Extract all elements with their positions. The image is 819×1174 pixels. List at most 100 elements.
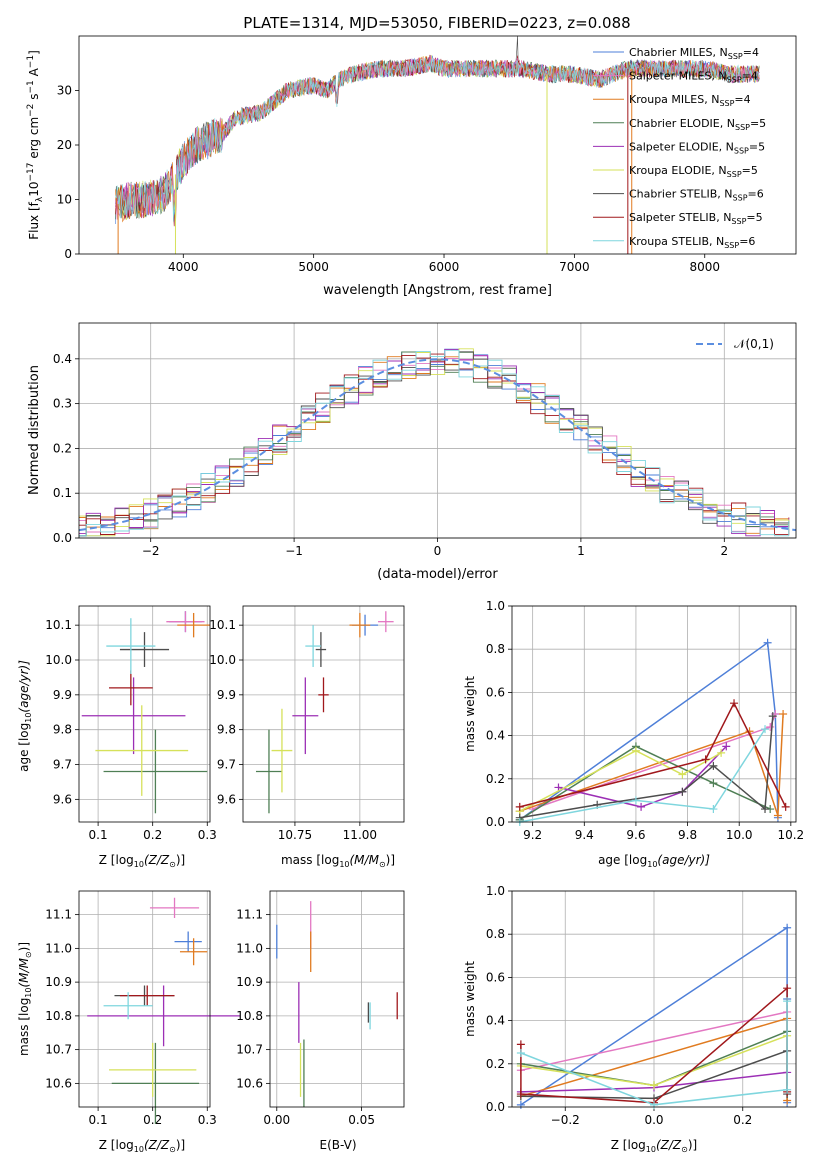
age_vs_Z-x-tick-label: 0.1 <box>89 828 108 842</box>
legend-label-text: Chabrier ELODIE, N <box>629 117 735 130</box>
mass-vs-z-x-label-part: Z [log <box>99 1138 134 1152</box>
age-vs-mass-x-label-part: 10 <box>339 860 349 869</box>
weight_vs_age-frame <box>511 605 797 823</box>
weight_vs_Z-marker <box>783 997 792 1006</box>
age_vs_mass-y-tick-label: 9.9 <box>217 688 236 702</box>
legend-label-n: =5 <box>746 211 762 224</box>
age_vs_mass-y-tick-label: 10.1 <box>209 618 236 632</box>
spectrum-legend-label: Chabrier MILES, NSSP=4 <box>629 46 759 61</box>
weight-vs-z-x-label-part: )] <box>688 1138 697 1152</box>
legend-label-text: Salpeter ELODIE, N <box>629 140 734 153</box>
mass-vs-ebv-x-label: E(B-V) <box>319 1138 356 1152</box>
spectrum-y-tick-label: 20 <box>57 138 72 152</box>
spectrum-x-tick-label: 4000 <box>168 260 199 274</box>
weight_vs_Z-frame <box>511 890 797 1108</box>
age_vs_Z-x-tick-label: 0.2 <box>143 828 162 842</box>
weight_vs_Z-marker <box>516 1090 525 1099</box>
age-vs-mass-x-label: mass [log10(M/M⊙)] <box>281 853 395 869</box>
spectrum-y-label: Flux [fλ10−17 erg cm−2 s−1 A−1] <box>26 50 45 240</box>
mass_vs_Z-y-tick-label: 10.9 <box>45 975 72 989</box>
spectrum-legend-label: Kroupa STELIB, NSSP=6 <box>629 235 755 250</box>
legend-label-n: =6 <box>748 188 764 201</box>
spectrum-y-label-part: −1 <box>26 80 36 93</box>
weight_vs_Z-y-tick-label: 1.0 <box>486 884 505 898</box>
age-vs-mass-x-label-part: mass [log <box>281 853 339 867</box>
weight_vs_age-y-tick-label: 0.2 <box>486 772 505 786</box>
weight-vs-z-y-label: mass weight <box>463 961 477 1037</box>
weight_vs_Z-y-tick-label: 0.8 <box>486 927 505 941</box>
residuals-y-tick-label: 0.0 <box>53 531 72 545</box>
spectrum-y-label-part: erg cm <box>27 117 41 163</box>
age-vs-z-x-label-part: ⊙ <box>169 860 176 869</box>
age_vs_Z-y-tick-label: 10.1 <box>45 618 72 632</box>
mass_vs_Z-y-tick-label: 10.8 <box>45 1009 72 1023</box>
age-vs-z-x-label: Z [log10(Z/Z⊙)] <box>99 853 185 869</box>
mass-vs-z-y-label-part: 10 <box>24 987 33 997</box>
mass_vs_EBV-y-tick-label: 10.6 <box>236 1076 263 1090</box>
weight_vs_age-series-line <box>519 713 784 816</box>
weight_vs_Z-series-line <box>520 1001 788 1106</box>
weight-vs-age-x-label-part: age [log <box>598 853 647 867</box>
legend-label-text: Kroupa MILES, N <box>629 93 719 106</box>
residuals-y-tick-label: 0.3 <box>53 397 72 411</box>
weight_vs_age-marker <box>631 796 640 805</box>
mass-vs-z-y-label-part: ⊙ <box>24 951 33 958</box>
mass_vs_Z-y-tick-label: 11.0 <box>45 941 72 955</box>
legend-label-n: =4 <box>743 46 759 59</box>
residual-histogram-series <box>79 351 790 534</box>
legend-label-text: Salpeter MILES, N <box>629 70 727 83</box>
mass_vs_EBV-x-tick-label: 0.00 <box>263 1113 290 1127</box>
age-vs-mass-x-label-part: ⊙ <box>379 860 386 869</box>
spectrum-y-tick-label: 30 <box>57 84 72 98</box>
residual-x-label: (data-model)/error <box>377 567 498 582</box>
weight_vs_age-x-tick-label: 10.0 <box>726 828 753 842</box>
weight-vs-z-x-label-part: Z [log <box>611 1138 646 1152</box>
spectrum-legend-label: Chabrier STELIB, NSSP=6 <box>629 188 764 203</box>
spectrum-axes: 4000 5000 6000 7000 8000 0 10 20 30 <box>57 36 760 274</box>
mass_vs_Z-x-tick-label: 0.1 <box>89 1113 108 1127</box>
legend-label-n: =5 <box>749 140 765 153</box>
mass_vs_EBV-frame <box>269 890 405 1108</box>
weight_vs_Z-marker <box>516 1049 525 1057</box>
weight_vs_age-y-tick-label: 1.0 <box>486 599 505 613</box>
weight_vs_Z-marker <box>783 984 792 993</box>
weight_vs_age-axes: 9.2 9.4 9.6 9.8 10.0 10.2 0.0 0.2 0.4 0.6 0.8 1.0 <box>486 599 804 842</box>
spectrum-y-label-part: ] <box>27 50 41 55</box>
mass-vs-z-x-label-part: 10 <box>134 1145 144 1154</box>
weight_vs_age-marker <box>763 638 772 647</box>
weight-vs-age-x-label-part: 10 <box>647 860 657 869</box>
age-vs-z-x-label-part: Z [log <box>99 853 134 867</box>
weight_vs_age-x-tick-label: 9.8 <box>678 828 697 842</box>
weight_vs_age-marker <box>761 725 770 734</box>
weight_vs_Z-x-tick-label: 0.0 <box>644 1113 663 1127</box>
spectrum-legend: Chabrier MILES, NSSP=4 Salpeter MILES, N S… <box>593 46 766 250</box>
spectrum-y-label-part: λ <box>35 196 45 202</box>
residuals-frame <box>78 322 797 539</box>
residuals-y-tick-label: 0.1 <box>53 486 72 500</box>
mass-vs-z-y-label-part: (M/M <box>17 957 31 987</box>
weight_vs_age-series-line <box>519 745 771 821</box>
weight_vs_Z-marker <box>650 1081 658 1090</box>
weight_vs_age-series-line <box>558 745 727 808</box>
spectrum-x-tick-label: 5000 <box>298 260 329 274</box>
weight_vs_Z-y-tick-label: 0.2 <box>486 1057 505 1071</box>
age_vs_mass-y-tick-label: 9.6 <box>217 792 236 806</box>
mass_vs_EBV-axes: 0.00 0.05 10.6 10.7 10.8 10.9 11.0 11.1 <box>236 891 404 1127</box>
spectrum-y-label-part: A <box>27 67 41 80</box>
residual-histogram-series <box>79 348 790 537</box>
weight_vs_age-marker <box>768 712 777 721</box>
weight_vs_Z-marker <box>783 1085 792 1094</box>
legend-label-sub: SSP <box>733 194 748 203</box>
weight_vs_Z-y-tick-label: 0.0 <box>486 1100 505 1114</box>
weight_vs_age-marker <box>678 787 687 796</box>
mass_vs_Z-axes: 0.1 0.2 0.3 10.6 10.7 10.8 10.9 11.0 11.1 <box>45 891 241 1127</box>
age-vs-z-y-label: age [log10(age/yr)] <box>17 660 33 772</box>
mass-vs-z-x-label-part: ⊙ <box>169 1145 176 1154</box>
residual-histogram-series <box>79 349 790 537</box>
age_vs_Z-y-tick-label: 9.9 <box>53 688 72 702</box>
weight_vs_age-x-tick-label: 10.2 <box>777 828 804 842</box>
residual-y-label: Normed distribution <box>27 365 42 495</box>
legend-label-sub: SSP <box>719 99 734 108</box>
